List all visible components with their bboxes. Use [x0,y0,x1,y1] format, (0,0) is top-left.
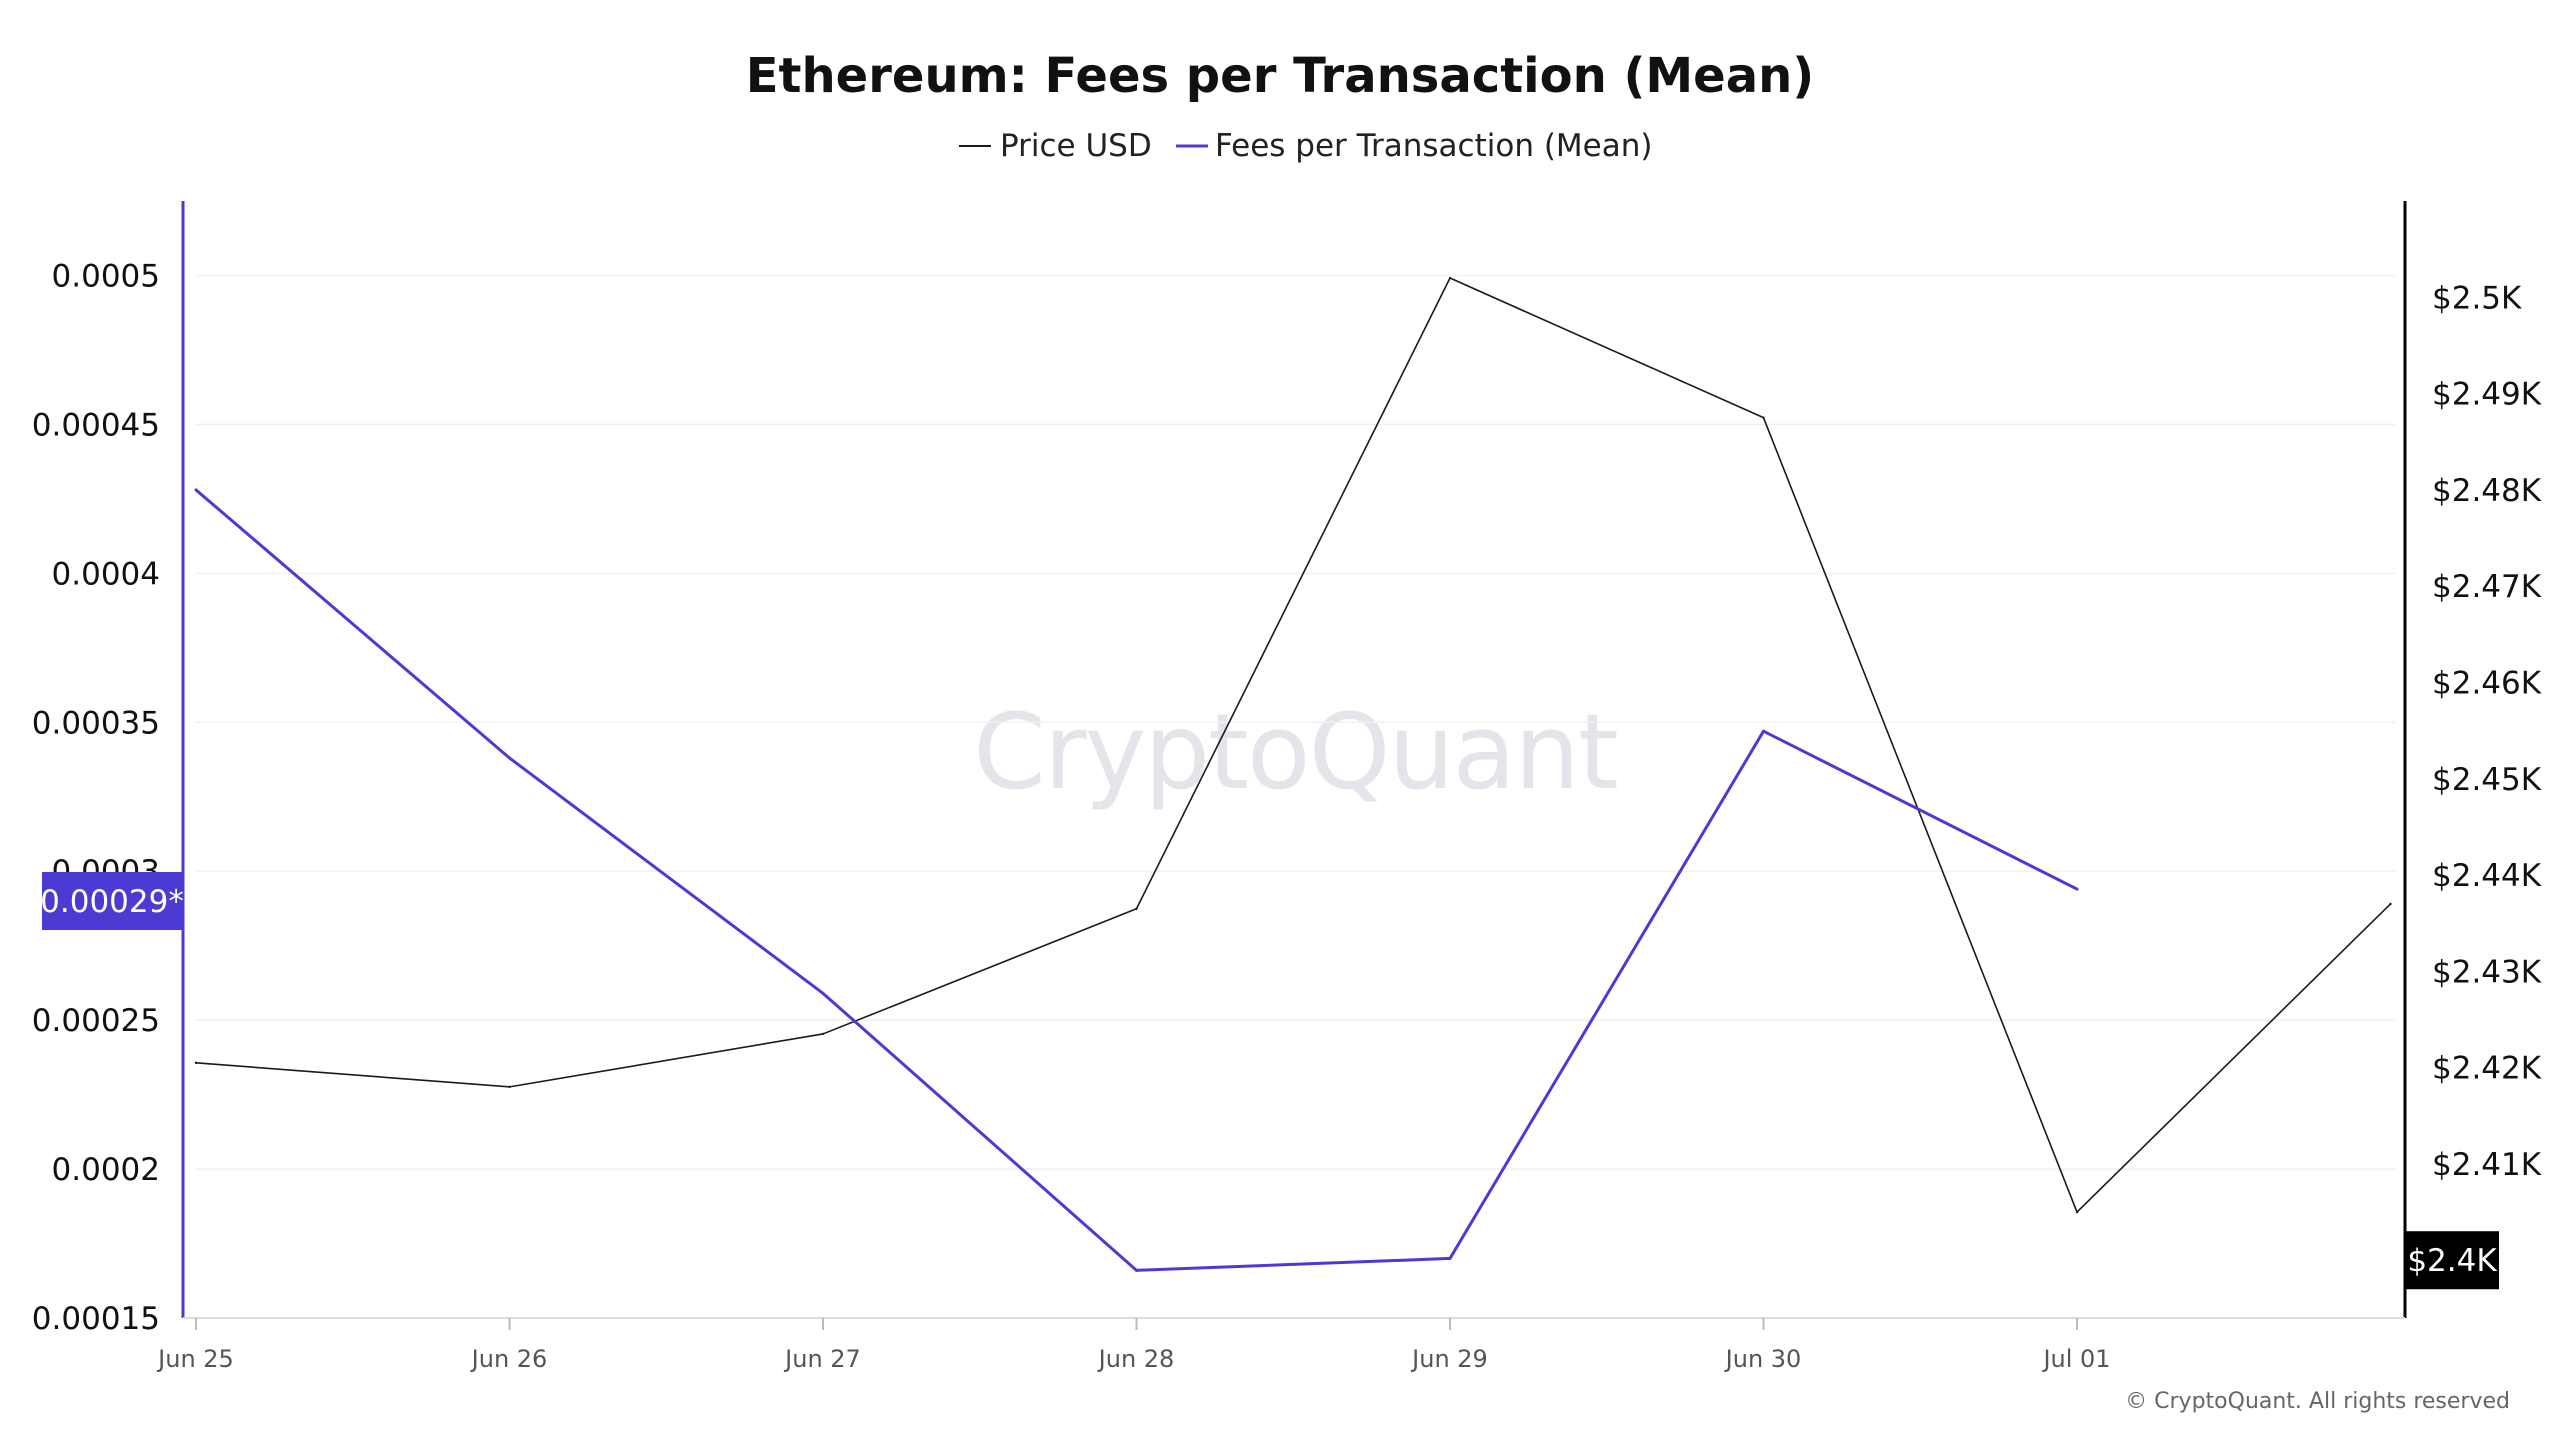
right-axis-tick-label: $2.49K [2432,377,2542,413]
x-axis-tick-label: Jun 25 [156,1345,234,1373]
right-axis-tick-label: $2.48K [2432,473,2542,509]
fee-point [194,488,198,492]
series-line-price[interactable] [195,277,2392,1213]
left-axis-tick-label: 0.00015 [32,1301,160,1337]
x-axis-tick-label: Jun 29 [1410,1345,1488,1373]
left-axis-tick-label: 0.0005 [52,258,160,294]
legend: Price USD Fees per Transaction (Mean) [959,128,1652,164]
left-axis-ticks: 0.000150.00020.000250.00030.000350.00040… [32,258,160,1337]
series-points [194,276,2392,1272]
price-point [1135,907,1138,910]
legend-label-fees[interactable]: Fees per Transaction (Mean) [1215,128,1652,164]
right-axis-ticks: $2.41K $2.42K $2.43K $2.44K $2.45K $2.46K $2.4… [2432,280,2542,1183]
x-axis-tick-label: Jun 26 [470,1345,548,1373]
x-axis-tick-label: Jul 01 [2041,1345,2110,1373]
current-fee-badge-bg [42,871,183,930]
right-axis-tick-label: $2.41K [2432,1147,2542,1183]
price-point [2389,902,2392,906]
grid [196,274,2395,1170]
x-axis-ticks: Jun 25 Jun 26 Jun 27 Jun 28 Jun 29 Jun 30 Jul … [156,1318,2111,1373]
chart-title: Ethereum: Fees per Transaction (Mean) [746,48,1814,104]
current-fee-badge: 0.00029* [40,871,184,930]
price-point [1448,276,1452,280]
x-axis-tick-label: Jun 27 [783,1345,861,1373]
price-point [2075,1210,2079,1214]
right-axis-tick-label: $2.44K [2432,858,2542,894]
right-axis-tick-label: $2.46K [2432,665,2542,701]
x-axis-tick-label: Jun 28 [1097,1345,1175,1373]
price-point [194,1061,198,1065]
fee-point [1448,1256,1452,1260]
right-axis-tick-label: $2.5K [2432,280,2522,316]
current-price-badge-label: $2.4K [2407,1243,2497,1279]
right-axis-tick-label: $2.42K [2432,1051,2542,1087]
right-axis-tick-label: $2.47K [2432,569,2542,605]
left-axis-tick-label: 0.0002 [52,1152,160,1188]
right-axis-tick-label: $2.43K [2432,954,2542,990]
fee-point [508,756,511,760]
current-price-badge-bg [2405,1231,2499,1290]
fee-point [1135,1268,1138,1272]
price-point [821,1032,825,1036]
price-point [1762,416,1765,419]
x-axis-tick-label: Jun 30 [1724,1345,1802,1373]
fee-point [1762,729,1765,733]
series-line-fees[interactable] [195,488,2078,1272]
current-fee-badge-label: 0.00029* [40,884,184,920]
price-point [508,1085,511,1089]
left-axis-tick-label: 0.00045 [32,407,160,443]
copyright-notice: © CryptoQuant. All rights reserved [2125,1389,2510,1414]
watermark: CryptoQuant [973,691,1617,813]
left-axis-tick-label: 0.00035 [32,705,160,741]
legend-label-price[interactable]: Price USD [1000,128,1152,164]
left-axis-tick-label: 0.0004 [52,556,160,592]
right-axis-tick-label: $2.45K [2432,762,2542,798]
left-axis-tick-label: 0.00025 [32,1003,160,1039]
current-price-badge: $2.4K [2405,1231,2499,1290]
fee-point [2075,887,2079,891]
fee-point [821,991,825,995]
